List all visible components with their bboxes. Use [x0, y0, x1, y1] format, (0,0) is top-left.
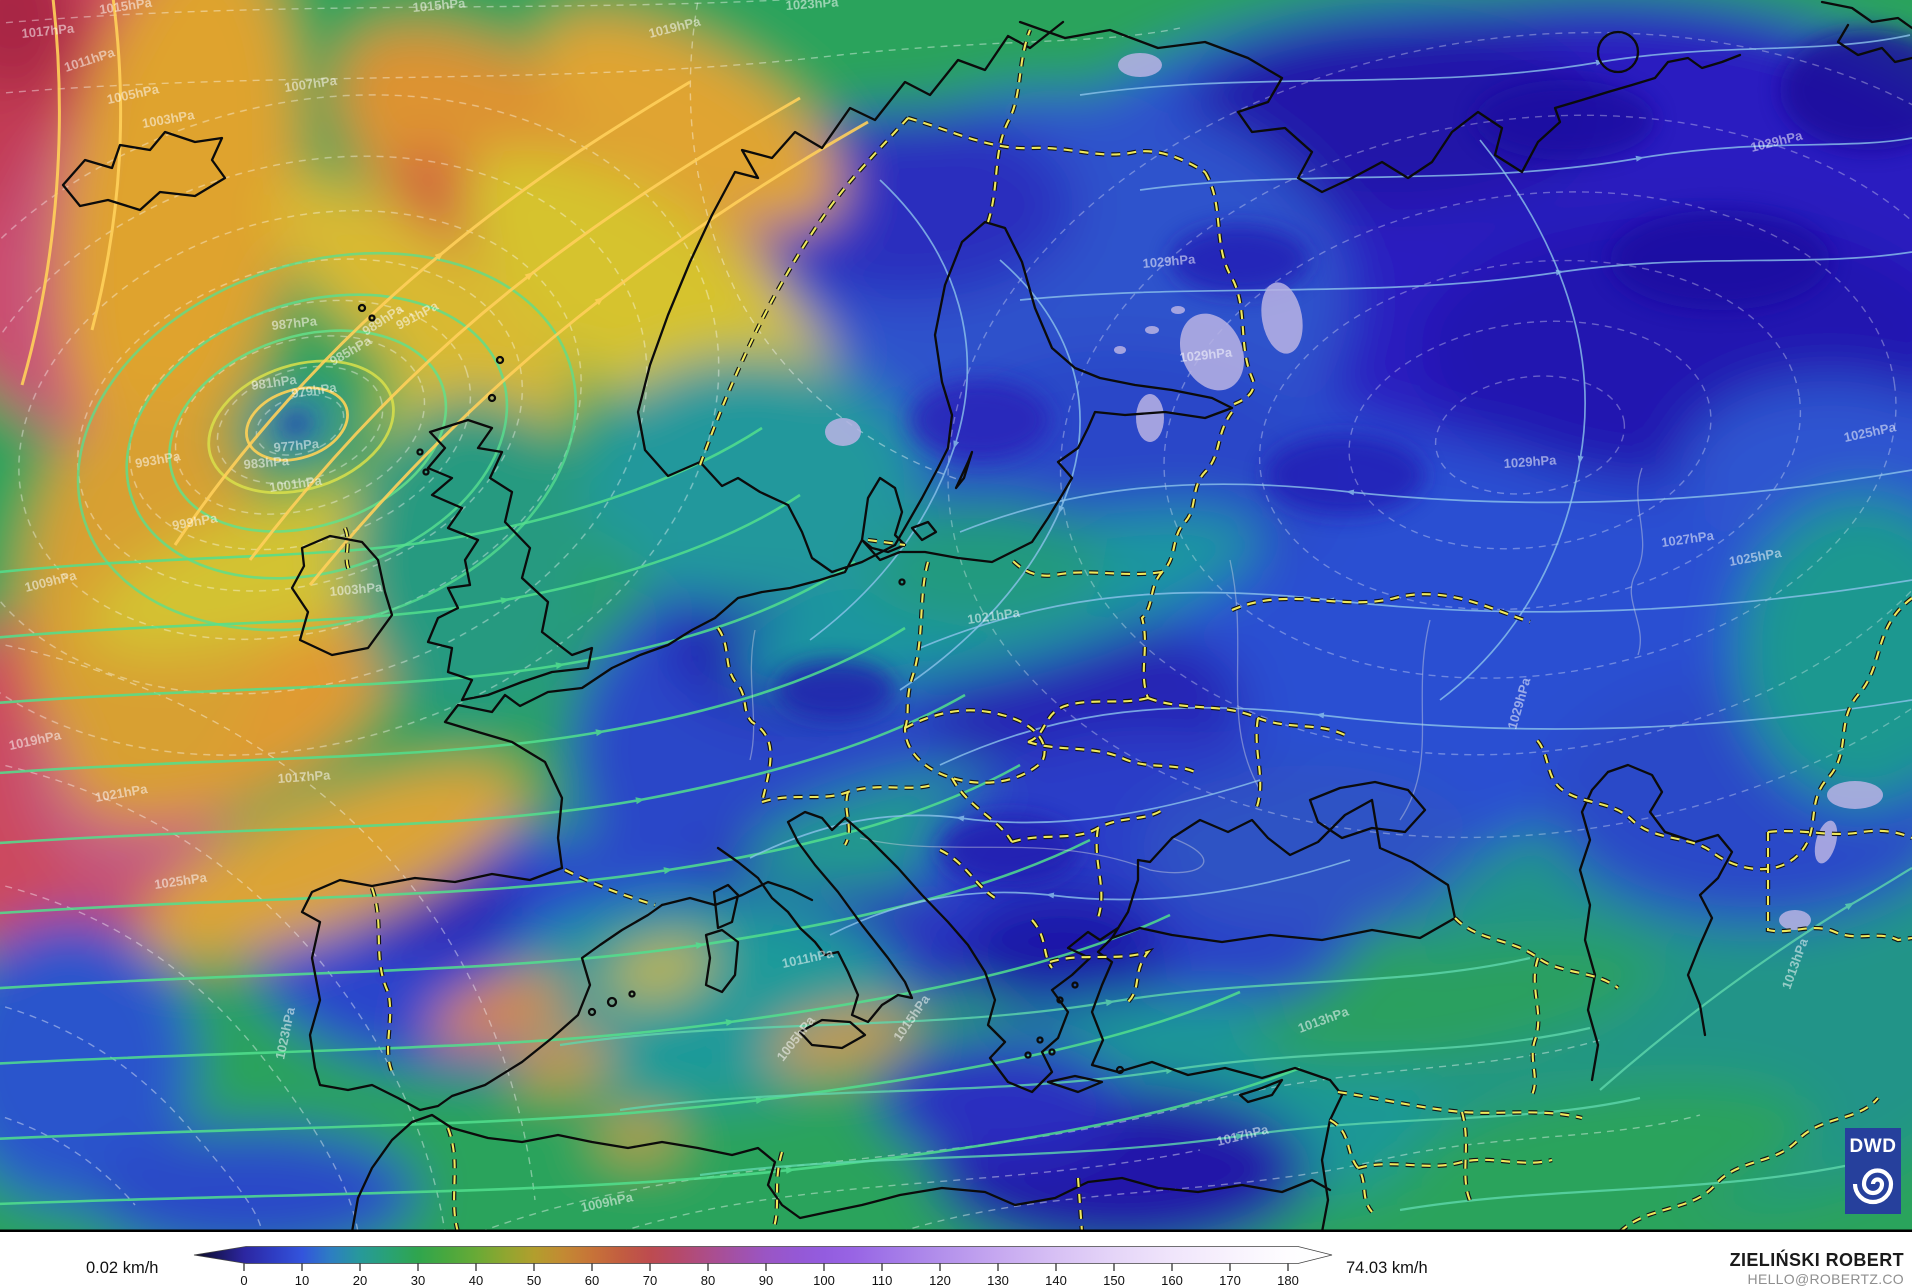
pressure-label: 1007hPa — [283, 73, 338, 95]
pressure-label: 977hPa — [273, 436, 320, 455]
colorbar-tick-label: 90 — [759, 1273, 773, 1287]
pressure-label: 979hPa — [290, 380, 338, 401]
colorbar-tick-label: 60 — [585, 1273, 599, 1287]
legend-bar-strip: 0 10 20 30 40 50 60 70 80 90 100 110 120 130 140 150 160… — [0, 1232, 1912, 1287]
dwd-logo-text: DWD — [1850, 1136, 1897, 1157]
pressure-label: 1015hPa — [412, 0, 467, 15]
colorbar-tick-label: 80 — [701, 1273, 715, 1287]
colorbar-tick-label: 120 — [929, 1273, 951, 1287]
dwd-spiral-icon — [1852, 1168, 1894, 1205]
colorbar-tick-label: 70 — [643, 1273, 657, 1287]
colorbar-tick-label: 110 — [872, 1273, 893, 1287]
colorbar-tick-label: 40 — [469, 1273, 483, 1287]
colorbar-tick-label: 50 — [527, 1273, 541, 1287]
dwd-logo: DWD — [1845, 1128, 1901, 1214]
attribution-name: ZIELIŃSKI ROBERT — [1729, 1250, 1904, 1270]
pressure-label: 1029hPa — [1179, 344, 1234, 365]
colorbar-tick-label: 130 — [987, 1273, 1009, 1287]
pressure-label: 1023hPa — [785, 0, 839, 13]
colorbar-tick-label: 170 — [1219, 1273, 1241, 1287]
isobars — [0, 0, 1912, 1232]
legend-max-label: 74.03 km/h — [1346, 1259, 1428, 1277]
colorbar-tick-label: 160 — [1161, 1273, 1183, 1287]
pressure-label: 983hPa — [243, 453, 290, 472]
pressure-label: 1021hPa — [966, 605, 1021, 627]
colorbar-tick-label: 30 — [411, 1273, 425, 1287]
rivers — [749, 467, 1644, 874]
pressure-label: 1029hPa — [1503, 452, 1557, 471]
pressure-label: 1017hPa — [21, 20, 76, 41]
pressure-label: 987hPa — [271, 313, 319, 333]
legend-colorbar: 0 10 20 30 40 50 60 70 80 90 100 110 120 130 140 150 160… — [193, 1246, 1333, 1287]
colorbar — [193, 1246, 1333, 1264]
pressure-label: 1003hPa — [329, 579, 384, 599]
colorbar-ticks: 0 10 20 30 40 50 60 70 80 90 100 110 120 130 140 150 160… — [240, 1263, 1299, 1287]
colorbar-tick-label: 10 — [295, 1273, 309, 1287]
colorbar-tick-label: 140 — [1045, 1273, 1067, 1287]
map-canvas[interactable]: 1015hPa1017hPa1011hPa1005hPa1003hPa1007h… — [0, 0, 1912, 1232]
attribution-email: HELLO@ROBERTZ.CO — [1747, 1271, 1904, 1287]
streamlines — [0, 0, 1912, 1212]
coastlines — [61, 0, 1912, 1232]
colorbar-tick-label: 0 — [240, 1273, 247, 1287]
legend-min-label: 0.02 km/h — [86, 1259, 159, 1277]
colorbar-tick-label: 180 — [1277, 1273, 1299, 1287]
colorbar-tick-label: 20 — [353, 1273, 367, 1287]
pressure-label: 1017hPa — [277, 767, 331, 786]
pressure-label: 981hPa — [250, 372, 298, 393]
pressure-label: 1027hPa — [1660, 528, 1715, 550]
pressure-label: 1025hPa — [153, 870, 208, 892]
pressure-label: 1029hPa — [1142, 251, 1197, 271]
colorbar-tick-label: 100 — [813, 1273, 835, 1287]
colorbar-tick-label: 150 — [1103, 1273, 1125, 1287]
pressure-label: 1001hPa — [268, 473, 323, 495]
wind-speed-field — [0, 0, 1912, 1232]
